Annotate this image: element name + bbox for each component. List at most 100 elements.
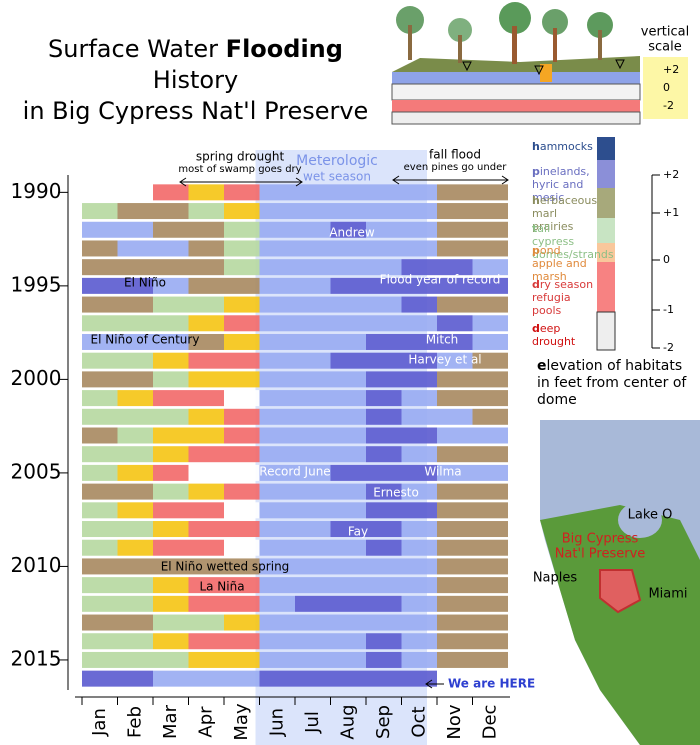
cell (366, 315, 402, 332)
x-tick-label: Feb (124, 706, 145, 738)
cell (259, 502, 295, 519)
cell (82, 296, 118, 313)
cell (437, 240, 473, 257)
cell (224, 651, 260, 668)
cell (153, 408, 189, 425)
chart-title: Surface Water Flooding History in Big Cyp… (8, 34, 383, 127)
cell (330, 502, 366, 519)
cell (117, 427, 153, 444)
cell (472, 614, 508, 631)
cell (259, 464, 295, 481)
legend-label: deep drought (532, 322, 576, 348)
cell (401, 333, 437, 350)
cell (295, 277, 331, 294)
x-tick-label: May (231, 703, 252, 741)
cell (117, 240, 153, 257)
cell (401, 259, 437, 276)
annotation: La Niña (199, 580, 244, 594)
cell (472, 595, 508, 612)
cell (295, 427, 331, 444)
annotation: spring drought (196, 150, 285, 164)
cell (224, 408, 260, 425)
annotation: Andrew (329, 226, 374, 240)
cell (366, 446, 402, 463)
cell (153, 259, 189, 276)
cell (224, 184, 260, 201)
cell (153, 390, 189, 407)
cell (295, 333, 331, 350)
cell (401, 352, 437, 369)
cell (117, 651, 153, 668)
cell (259, 203, 295, 220)
cell (366, 483, 402, 500)
cell (188, 315, 224, 332)
cell (153, 296, 189, 313)
cell (295, 558, 331, 575)
title-part: Flooding (225, 35, 343, 63)
cell (224, 577, 260, 594)
cell (82, 539, 118, 556)
cell (366, 595, 402, 612)
cell (472, 390, 508, 407)
legend-swatch (596, 311, 616, 351)
cell (437, 577, 473, 594)
cell (224, 483, 260, 500)
cell (437, 464, 473, 481)
cell (153, 240, 189, 257)
cell (117, 277, 153, 294)
cell (366, 296, 402, 313)
y-tick-label: 1990 (11, 179, 62, 203)
cell (224, 521, 260, 538)
cell (117, 203, 153, 220)
cell (366, 371, 402, 388)
cell (437, 203, 473, 220)
cell (401, 221, 437, 238)
scale-tick: 0 (663, 81, 670, 94)
cell (295, 651, 331, 668)
cell (437, 277, 473, 294)
cell (117, 595, 153, 612)
cell (295, 296, 331, 313)
cell (259, 427, 295, 444)
cell (224, 446, 260, 463)
cell (259, 595, 295, 612)
cell (188, 651, 224, 668)
cell (153, 633, 189, 650)
annotation: El Niño wetted spring (161, 560, 290, 574)
cell (366, 221, 402, 238)
cell (224, 558, 260, 575)
cell (82, 427, 118, 444)
cell (330, 651, 366, 668)
cell (330, 315, 366, 332)
cell (472, 203, 508, 220)
cell (188, 203, 224, 220)
map (540, 420, 700, 745)
cell (437, 184, 473, 201)
cell (153, 277, 189, 294)
cell (259, 221, 295, 238)
legend-caption: elevation of habitats in feet from cente… (537, 358, 687, 408)
cell (401, 446, 437, 463)
map-label: Naples (533, 571, 578, 586)
cell (366, 633, 402, 650)
cell (82, 595, 118, 612)
cell (153, 427, 189, 444)
cell (153, 221, 189, 238)
annotation: fall flood (429, 148, 481, 162)
cell (259, 539, 295, 556)
cell (188, 427, 224, 444)
cell (188, 240, 224, 257)
cell (330, 427, 366, 444)
scale-tick: +2 (663, 63, 679, 76)
cell (472, 184, 508, 201)
annotation: El Niño (124, 276, 166, 290)
cell (82, 203, 118, 220)
cell (117, 502, 153, 519)
cell (117, 259, 153, 276)
cell (82, 240, 118, 257)
cell (82, 446, 118, 463)
cell (117, 352, 153, 369)
legend-label: tall cypress domes/strands (532, 221, 614, 261)
